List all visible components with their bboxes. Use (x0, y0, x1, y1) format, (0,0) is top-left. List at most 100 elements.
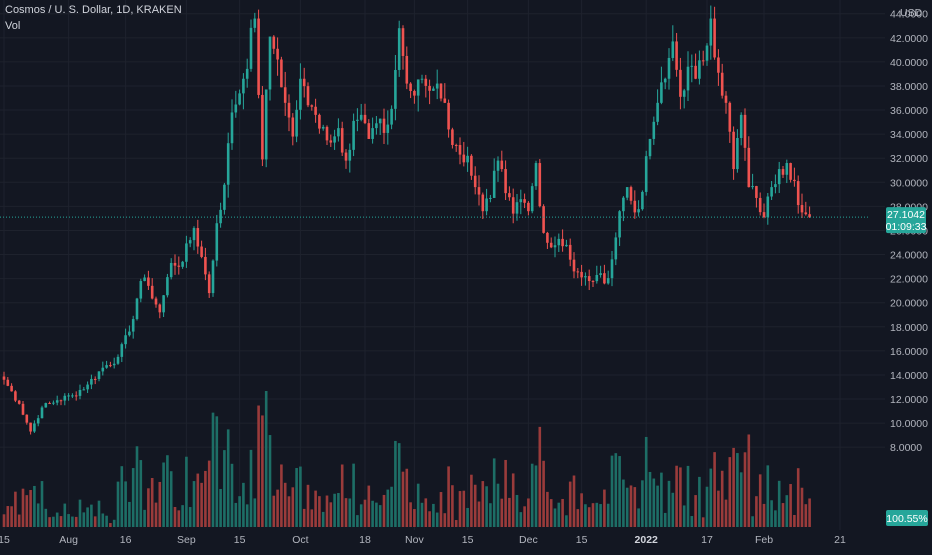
volume-bar (777, 480, 781, 527)
volume-bar (356, 515, 359, 527)
price-tick-label: 30.0000 (890, 177, 928, 189)
volume-bar (701, 517, 705, 527)
volume-bar (606, 503, 610, 527)
candle-body (675, 41, 678, 70)
time-tick-label: Oct (292, 534, 308, 546)
volume-bar (762, 503, 766, 527)
candle-body (489, 197, 492, 199)
volume-bar (177, 510, 181, 527)
time-tick-label: 2022 (635, 534, 659, 546)
candle-body (739, 114, 743, 138)
volume-bar (416, 483, 420, 527)
volume-bar (755, 496, 758, 527)
price-tag-value: 27.1042 (887, 209, 925, 221)
candle-body (268, 36, 272, 90)
volume-bar (226, 429, 230, 527)
candle-body (796, 181, 800, 206)
candle-body (120, 344, 124, 357)
volume-bar (519, 512, 523, 527)
candle-body (48, 403, 51, 405)
candle-body (701, 60, 705, 62)
candle-body (371, 128, 374, 139)
volume-bar (591, 503, 595, 527)
candle-body (644, 156, 648, 192)
volume-bar (720, 470, 724, 527)
price-tick-label: 16.0000 (890, 346, 928, 358)
candle-body (223, 184, 226, 210)
candle-body (568, 244, 572, 260)
symbol-title: Cosmos / U. S. Dollar, 1D, KRAKEN (5, 4, 182, 16)
price-tick-label: 40.0000 (890, 57, 928, 69)
candle-body (17, 400, 21, 404)
time-tick-label: Feb (755, 534, 773, 546)
volume-bar (724, 499, 728, 527)
volume-bar (166, 455, 169, 527)
candle-body (55, 400, 59, 403)
time-tick-label: 18 (359, 534, 371, 546)
candles (2, 5, 811, 435)
candle-body (59, 400, 63, 402)
price-tick-label: 12.0000 (890, 394, 928, 406)
candle-body (530, 186, 534, 212)
price-tag: 27.1042 01:09:33 (886, 207, 927, 234)
candle-body (283, 87, 287, 103)
volume-bar (169, 471, 173, 527)
candle-body (192, 228, 196, 241)
volume-bar (25, 495, 29, 527)
price-axis[interactable]: 8.0000 10.0000 12.0000 14.0000 16.0000 18.000… (890, 0, 928, 454)
candle-body (458, 145, 462, 155)
candle-body (211, 260, 215, 294)
volume-bar (40, 481, 44, 527)
candle-body (432, 88, 435, 91)
volume-bar (397, 443, 401, 527)
volume-bar (603, 489, 606, 527)
volume-bar (409, 502, 412, 527)
volume-bar (375, 502, 378, 527)
volume-bar (371, 500, 374, 527)
candle-body (93, 378, 97, 380)
volume-bar (192, 481, 196, 527)
volume-bar (162, 462, 165, 527)
candle-body (215, 223, 219, 261)
volume-bar (21, 488, 25, 527)
candle-body (413, 90, 416, 96)
volume-bar (242, 482, 245, 527)
time-tick-label: 21 (834, 534, 846, 546)
volume-bar (584, 504, 587, 527)
candle-body (435, 83, 439, 89)
candle-body (595, 275, 599, 282)
volume-bar (804, 504, 808, 527)
candle-body (667, 57, 671, 79)
candle-body (101, 367, 105, 372)
candle-body (793, 179, 796, 182)
volume-bar (116, 481, 120, 527)
volume-bar (500, 498, 504, 527)
volume-bar (530, 463, 534, 527)
volume-bar (173, 507, 177, 527)
candle-body (318, 114, 321, 129)
volume-bar (344, 498, 348, 527)
candle-body (143, 277, 146, 282)
volume-bar (158, 481, 162, 527)
volume-bar (675, 465, 678, 527)
time-axis[interactable]: 15 Aug 16 Sep 15 Oct 18 Nov 15 Dec 15 2022 17 Feb 21 (0, 534, 846, 546)
volume-bar (671, 492, 675, 527)
candle-body (207, 274, 211, 294)
volume-bar (462, 490, 466, 527)
candle-body (485, 198, 488, 212)
candle-body (112, 363, 116, 366)
volume-bar (492, 458, 496, 527)
candle-body (766, 196, 770, 218)
volume-bar (739, 472, 743, 527)
volume-bar (652, 478, 656, 527)
volume-bar (796, 468, 800, 527)
volume-bar (557, 502, 561, 527)
candle-body (359, 114, 363, 120)
volume-bar (33, 485, 36, 527)
volume-bar (747, 434, 751, 527)
volume-bar (401, 471, 405, 527)
volume-bar (758, 474, 762, 527)
candle-body (671, 41, 675, 58)
candle-body (717, 57, 720, 73)
